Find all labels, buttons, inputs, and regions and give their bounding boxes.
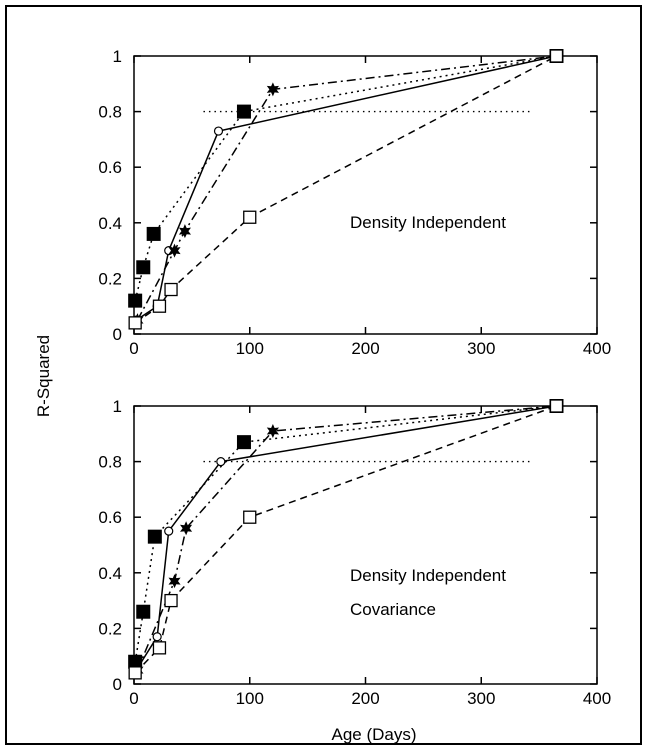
y-tick-label: 0.4 xyxy=(98,564,122,583)
data-point-filled-star xyxy=(180,521,193,536)
y-tick-label: 1 xyxy=(113,397,122,416)
y-tick-label: 0.4 xyxy=(98,214,122,233)
x-tick-label: 400 xyxy=(583,689,611,708)
series-line-dotted xyxy=(134,405,557,662)
y-tick-label: 0.8 xyxy=(98,453,122,472)
data-point-open-square xyxy=(152,641,167,655)
data-point-filled-star xyxy=(266,424,279,438)
data-point-open-square xyxy=(152,299,167,313)
panel-bottom: 0 0.2 0.4 0.6 0.8 1 0 100 200 300 400 Density Indep… xyxy=(98,397,611,708)
data-point-filled-square xyxy=(236,104,251,119)
data-point-filled-star xyxy=(178,224,191,239)
y-tick-label: 0 xyxy=(113,325,122,344)
data-point-filled-star xyxy=(266,82,279,97)
data-point-open-circle xyxy=(152,632,162,642)
x-tick-label: 200 xyxy=(351,689,379,708)
data-point-open-square xyxy=(549,399,564,413)
panel-top: 0 0.2 0.4 0.6 0.8 1 0 100 200 300 400 Density Indep… xyxy=(98,47,611,358)
y-tick-label: 0.2 xyxy=(98,619,122,638)
x-tick-label: 100 xyxy=(236,689,264,708)
series-line-dashed xyxy=(134,405,557,674)
figure-frame xyxy=(5,5,642,745)
data-point-open-circle xyxy=(216,457,226,467)
y-axis-title: R-Squared xyxy=(34,335,53,417)
x-tick-label: 0 xyxy=(129,689,138,708)
x-tick-label: 300 xyxy=(467,689,495,708)
data-point-filled-square xyxy=(146,226,161,241)
y-tick-label: 1 xyxy=(113,47,122,66)
x-tick-label: 0 xyxy=(129,339,138,358)
data-point-filled-square xyxy=(136,604,151,619)
panel-annotation: Density Independent xyxy=(350,213,506,232)
y-tick-label: 0.6 xyxy=(98,158,122,177)
series-line-solid xyxy=(135,55,557,321)
plot-area xyxy=(133,405,598,685)
y-tick-label: 0.8 xyxy=(98,103,122,122)
data-point-open-square xyxy=(243,510,257,524)
series-line-dashed xyxy=(134,55,557,324)
x-axis-title: Age (Days) xyxy=(331,725,416,744)
data-point-filled-square xyxy=(236,435,251,450)
y-tick-label: 0.2 xyxy=(98,269,122,288)
y-tick-label: 0 xyxy=(113,675,122,694)
x-tick-label: 100 xyxy=(236,339,264,358)
data-point-open-square xyxy=(164,282,178,297)
y-tick-label: 0.6 xyxy=(98,508,122,527)
data-point-open-square xyxy=(164,593,178,608)
x-tick-label: 400 xyxy=(583,339,611,358)
series-line-dash-dot xyxy=(136,55,557,321)
x-tick-label: 300 xyxy=(467,339,495,358)
data-point-open-square xyxy=(549,49,564,63)
data-point-open-circle xyxy=(213,126,224,136)
data-point-open-square xyxy=(128,316,142,330)
data-point-open-square xyxy=(128,666,142,680)
panel-annotation: Density Independent xyxy=(350,566,506,585)
data-point-filled-star xyxy=(168,574,181,589)
data-point-filled-square xyxy=(147,529,162,544)
data-point-open-circle xyxy=(164,526,174,536)
data-point-open-square xyxy=(243,210,257,224)
data-point-filled-square xyxy=(128,293,143,308)
data-point-filled-square xyxy=(128,654,143,669)
data-point-filled-square xyxy=(136,260,151,275)
x-tick-label: 200 xyxy=(351,339,379,358)
series-line-solid xyxy=(135,405,557,671)
series-line-dash-dot xyxy=(136,405,557,671)
panel-annotation: Covariance xyxy=(350,600,436,619)
data-point-filled-star xyxy=(168,243,181,258)
